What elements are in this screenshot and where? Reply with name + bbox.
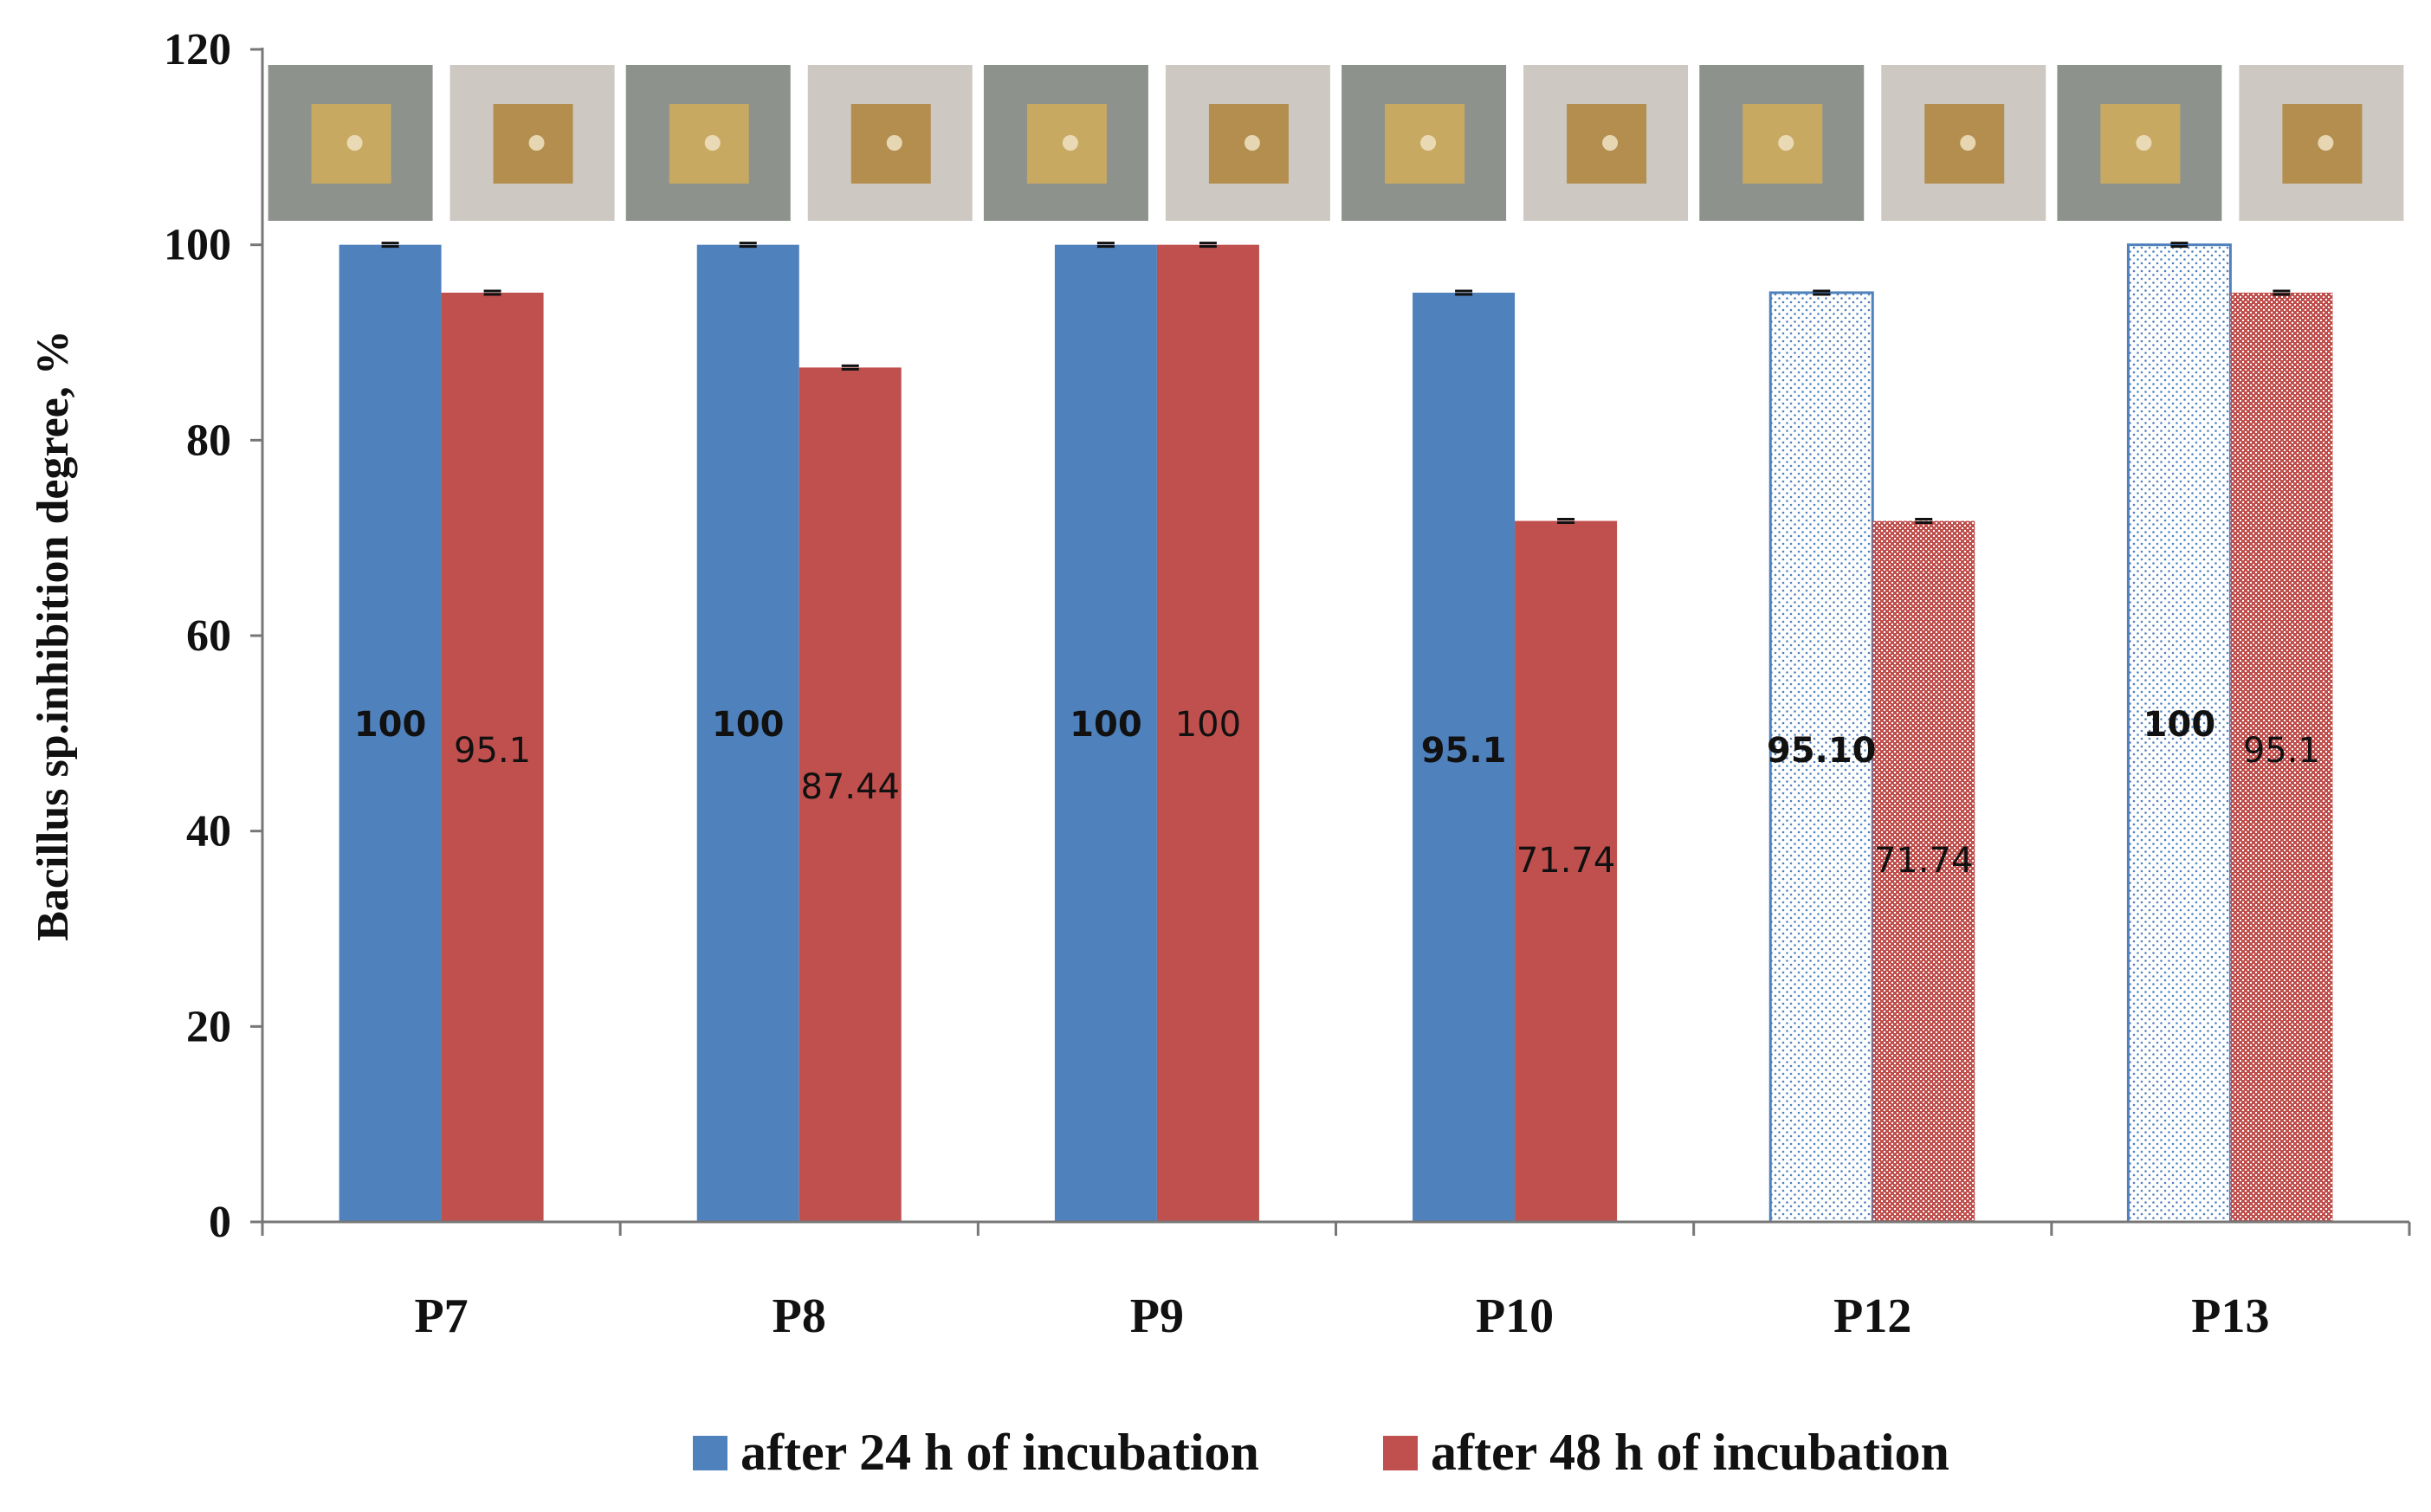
photo-spot <box>2318 135 2334 151</box>
error-bar-24h-p12 <box>1813 289 1831 296</box>
sample-photo-p9-24h <box>983 65 1148 221</box>
error-bar-48h-p12 <box>1915 518 1933 525</box>
data-label-48h-p8: 87.44 <box>800 767 900 807</box>
y-tick-label: 120 <box>164 25 231 74</box>
sample-photo-p12-48h <box>1881 65 2046 221</box>
photo-spot <box>1244 135 1260 151</box>
sample-photo-p13-48h <box>2239 65 2404 221</box>
sample-photo-p10-24h <box>1342 65 1507 221</box>
data-label-48h-p13: 95.1 <box>2243 731 2320 771</box>
bar-value-labels: 100 100 100 95.1 95.10 100 95.1 87.44 100 71.74 71… <box>354 705 2320 881</box>
sample-photo-p7-24h <box>268 65 433 221</box>
photo-spot <box>1778 135 1794 151</box>
error-bar-24h-p9 <box>1096 242 1115 249</box>
sample-photo-p10-48h <box>1523 65 1689 221</box>
photo-spot <box>704 135 721 151</box>
error-bar-48h-p10 <box>1557 518 1575 525</box>
bar-48h-p13 <box>2230 292 2333 1223</box>
error-bar-48h-p8 <box>841 364 859 371</box>
legend: after 24 h of incubation after 48 h of in… <box>693 1424 1949 1481</box>
data-label-24h-p10: 95.1 <box>1421 731 1507 771</box>
x-category-label-p7: P7 <box>414 1289 468 1343</box>
sample-photo-p7-48h <box>449 65 615 221</box>
photo-spot <box>1062 135 1078 151</box>
y-tick-label: 60 <box>186 611 231 661</box>
bar-48h-p8 <box>798 367 902 1222</box>
bar-48h-p10 <box>1515 520 1618 1222</box>
legend-item-48h: after 48 h of incubation <box>1383 1424 1949 1481</box>
sample-photo-p8-48h <box>807 65 973 221</box>
y-tick-label: 100 <box>164 221 231 270</box>
error-bar-24h-p7 <box>381 242 399 249</box>
data-label-24h-p13: 100 <box>2143 705 2216 745</box>
bar-24h-p10 <box>1413 292 1516 1223</box>
x-category-label-p10: P10 <box>1476 1289 1554 1343</box>
error-bar-24h-p13 <box>2170 242 2189 249</box>
data-label-24h-p7: 100 <box>354 705 427 745</box>
data-label-24h-p9: 100 <box>1070 705 1142 745</box>
photo-spot <box>346 135 363 151</box>
error-bar-24h-p10 <box>1455 289 1473 296</box>
bar-24h-p7 <box>339 244 442 1223</box>
photo-spot <box>886 135 902 151</box>
bar-24h-p9 <box>1054 244 1157 1223</box>
data-label-48h-p9: 100 <box>1175 705 1241 745</box>
sample-photo-p9-48h <box>1165 65 1330 221</box>
sample-photos <box>268 65 2404 221</box>
error-bars <box>381 242 2291 525</box>
photo-spot <box>1420 135 1437 151</box>
data-label-24h-p8: 100 <box>712 705 785 745</box>
x-category-label-p8: P8 <box>773 1289 826 1343</box>
legend-swatch <box>693 1436 727 1470</box>
bars <box>339 243 2333 1224</box>
error-bar-48h-p13 <box>2273 289 2291 296</box>
y-axis-title: Bacillus sp.inhibition degree, % <box>29 330 78 941</box>
data-label-48h-p10: 71.74 <box>1516 841 1616 881</box>
bar-48h-p12 <box>1872 520 1975 1222</box>
data-label-24h-p12: 95.10 <box>1767 731 1877 771</box>
sample-photo-p8-24h <box>625 65 791 221</box>
data-label-48h-p12: 71.74 <box>1874 841 1974 881</box>
legend-item-24h: after 24 h of incubation <box>693 1424 1259 1481</box>
axes: 0 20 40 60 80 100 120 P7 P8 P9 P10 P12 P13 Bacillus s… <box>29 25 2411 1343</box>
data-label-48h-p7: 95.1 <box>454 731 531 771</box>
x-category-label-p9: P9 <box>1130 1289 1184 1343</box>
error-bar-48h-p9 <box>1199 242 1217 249</box>
bar-48h-p9 <box>1156 244 1259 1223</box>
y-tick-label: 80 <box>186 416 231 465</box>
sample-photo-p12-24h <box>1699 65 1865 221</box>
legend-label: after 24 h of incubation <box>740 1424 1259 1481</box>
photo-spot <box>528 135 545 151</box>
photo-spot <box>1960 135 1976 151</box>
y-tick-label: 0 <box>209 1198 231 1247</box>
y-tick-label: 40 <box>186 807 231 856</box>
bar-24h-p8 <box>696 244 799 1223</box>
bar-48h-p7 <box>441 292 544 1223</box>
x-category-label-p12: P12 <box>1833 1289 1911 1343</box>
x-category-label-p13: P13 <box>2191 1289 2269 1343</box>
error-bar-24h-p8 <box>739 242 757 249</box>
legend-swatch <box>1383 1436 1418 1470</box>
photo-spot <box>2136 135 2152 151</box>
sample-photo-p13-24h <box>2057 65 2222 221</box>
error-bar-48h-p7 <box>483 289 501 296</box>
photo-spot <box>1602 135 1619 151</box>
legend-label: after 48 h of incubation <box>1431 1424 1949 1481</box>
y-tick-label: 20 <box>186 1002 231 1051</box>
